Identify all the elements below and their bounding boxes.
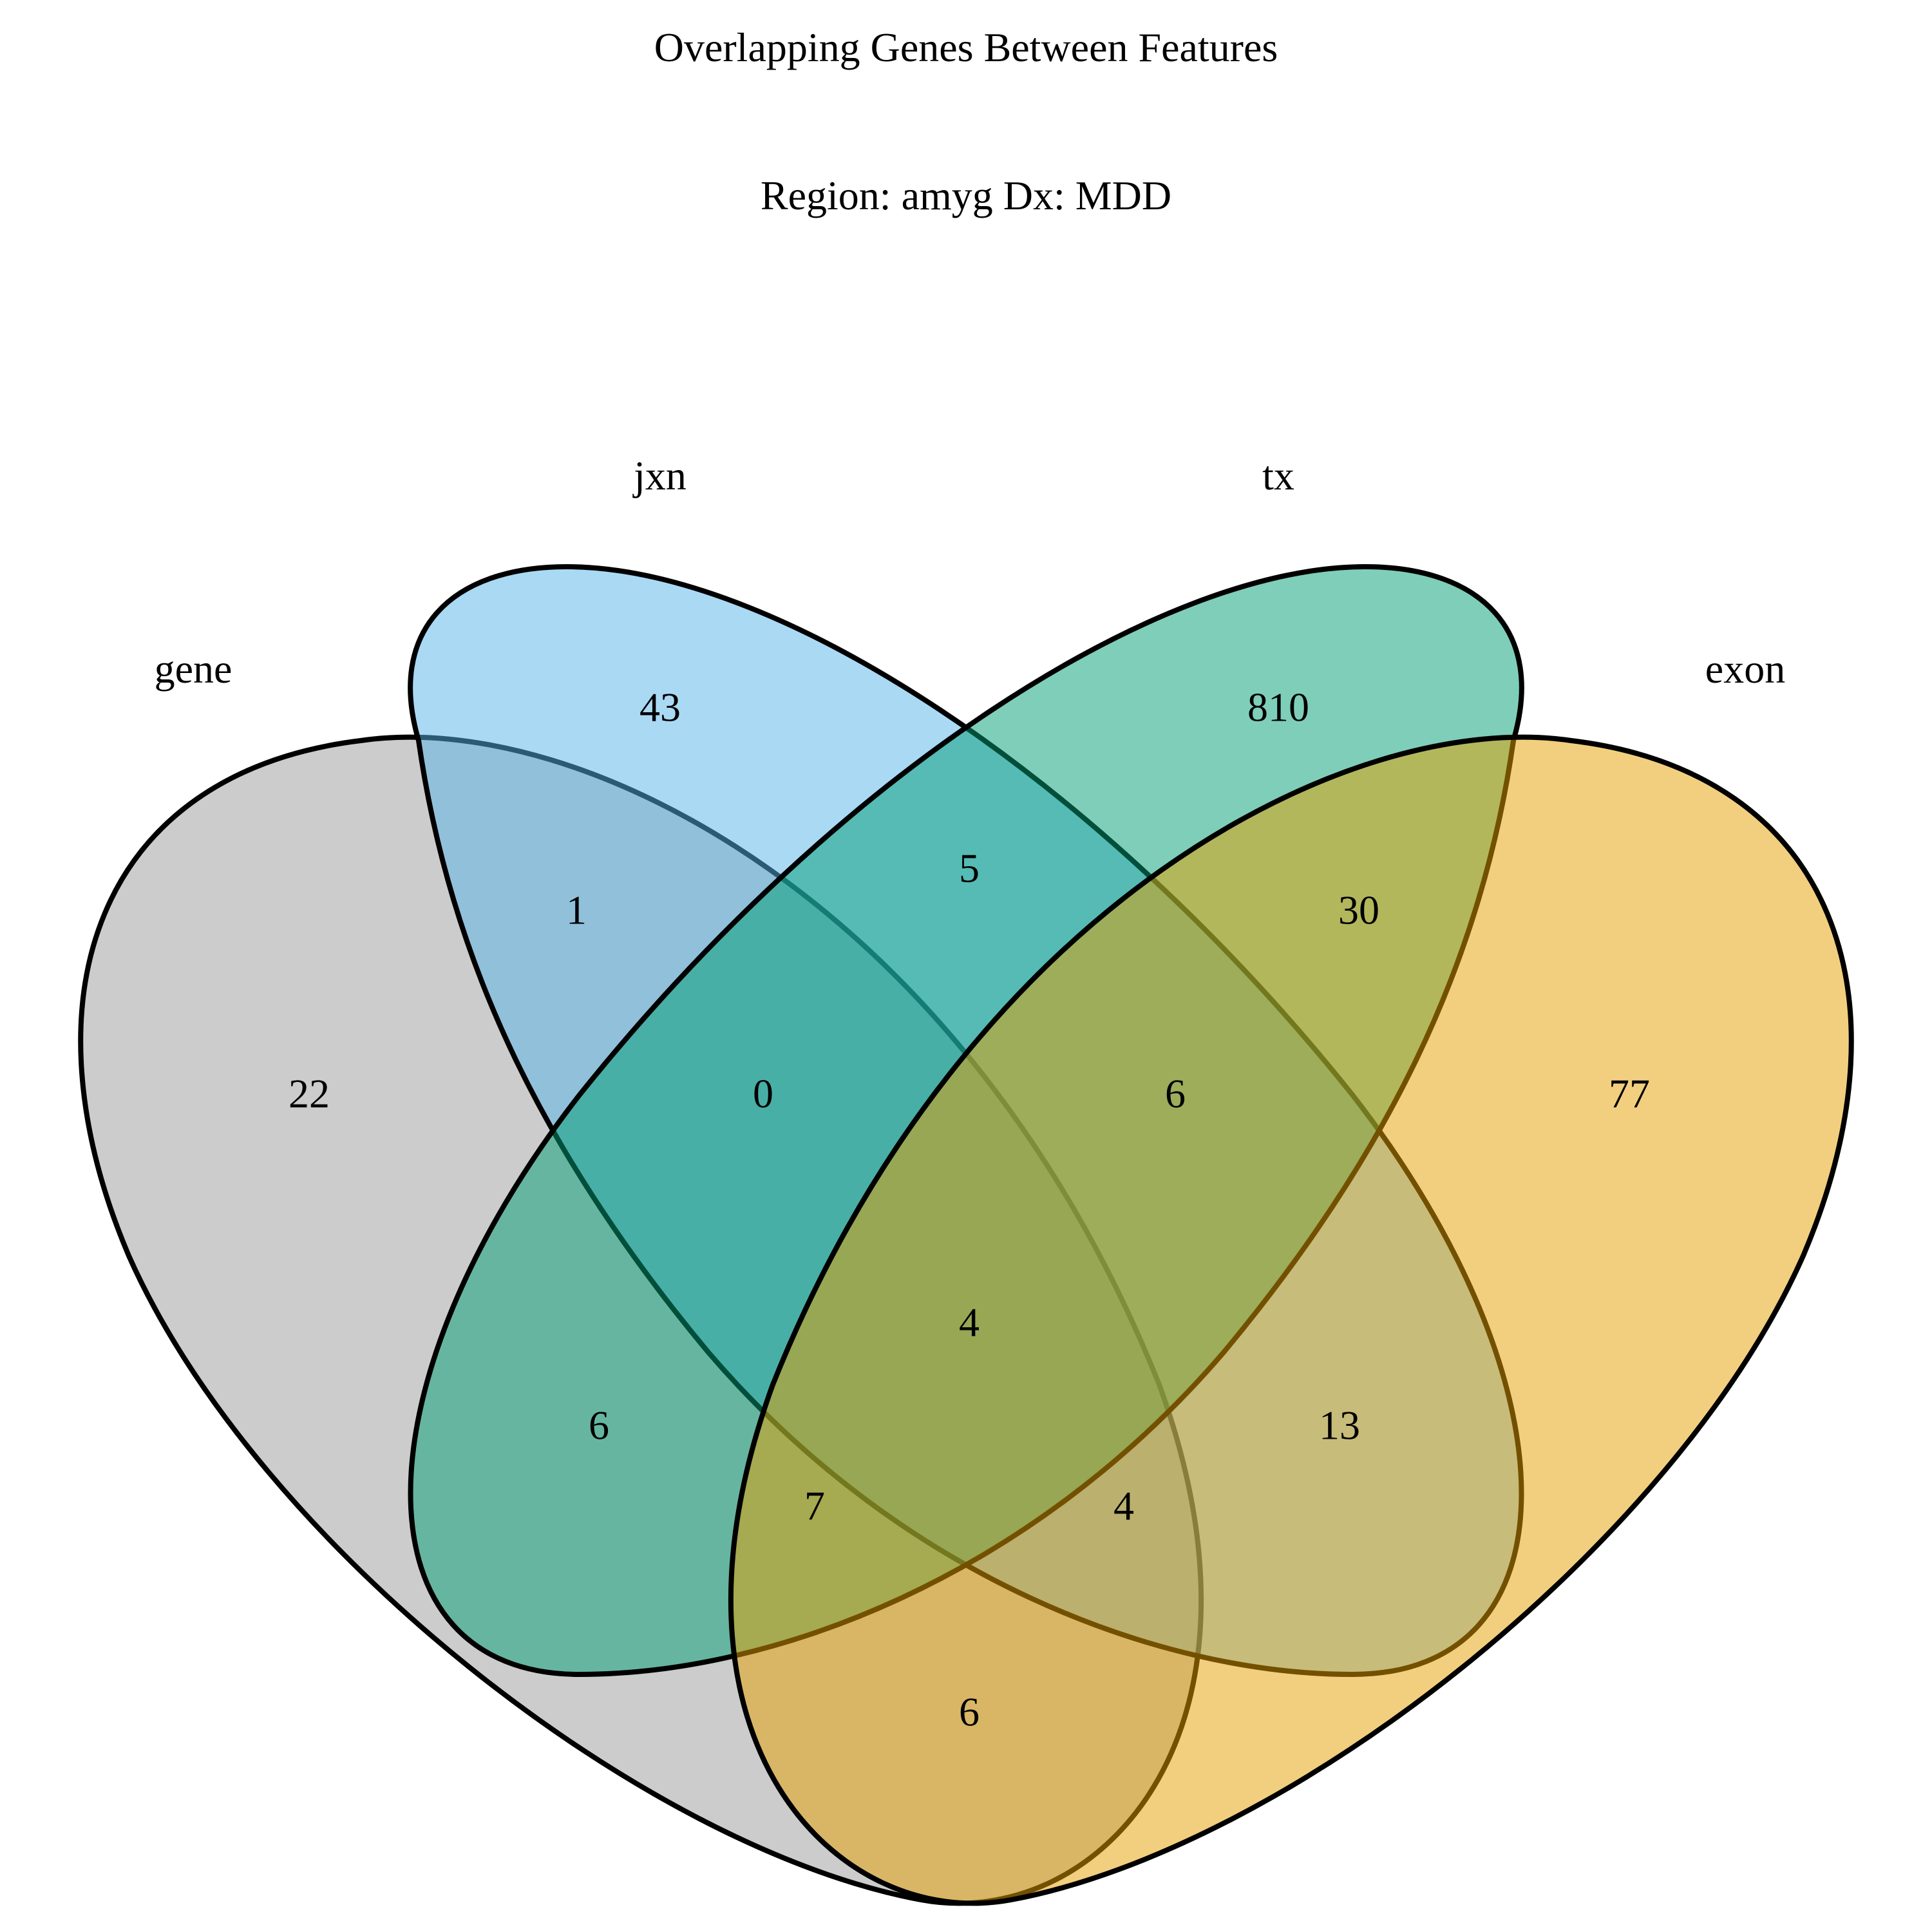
- set-labels: gene jxn tx exon: [155, 453, 1786, 692]
- region-count-gene-exon: 6: [959, 1689, 980, 1735]
- region-count-gene-tx: 6: [589, 1403, 609, 1448]
- set-label-jxn: jxn: [632, 453, 687, 498]
- region-count-gene-tx-exon: 7: [804, 1483, 825, 1529]
- set-shapes: [78, 564, 1854, 1906]
- region-count-jxn-exon: 13: [1319, 1403, 1360, 1448]
- region-count-gene-jxn: 1: [566, 887, 587, 933]
- region-counts: 22 43 810 77 1 5 30 0 6 4 6 13 7 4 6: [289, 685, 1650, 1735]
- set-label-exon: exon: [1705, 646, 1785, 692]
- region-count-gene-jxn-exon: 4: [1113, 1483, 1134, 1529]
- region-count-tx-exon: 30: [1338, 887, 1379, 933]
- region-count-jxn-tx-exon: 6: [1165, 1071, 1186, 1117]
- region-count-gene: 22: [289, 1071, 330, 1117]
- region-count-gene-jxn-tx: 0: [753, 1071, 773, 1117]
- region-count-gene-jxn-tx-exon: 4: [959, 1300, 980, 1345]
- diagram-title: Overlapping Genes Between Features: [654, 24, 1278, 70]
- region-count-jxn: 43: [639, 685, 681, 730]
- region-count-exon: 77: [1609, 1071, 1650, 1117]
- set-shape-exon: [728, 734, 1854, 1906]
- region-count-jxn-tx: 5: [959, 846, 980, 891]
- set-label-gene: gene: [155, 646, 232, 692]
- region-count-tx: 810: [1247, 685, 1309, 730]
- diagram-subtitle: Region: amyg Dx: MDD: [761, 173, 1171, 218]
- set-label-tx: tx: [1262, 453, 1294, 498]
